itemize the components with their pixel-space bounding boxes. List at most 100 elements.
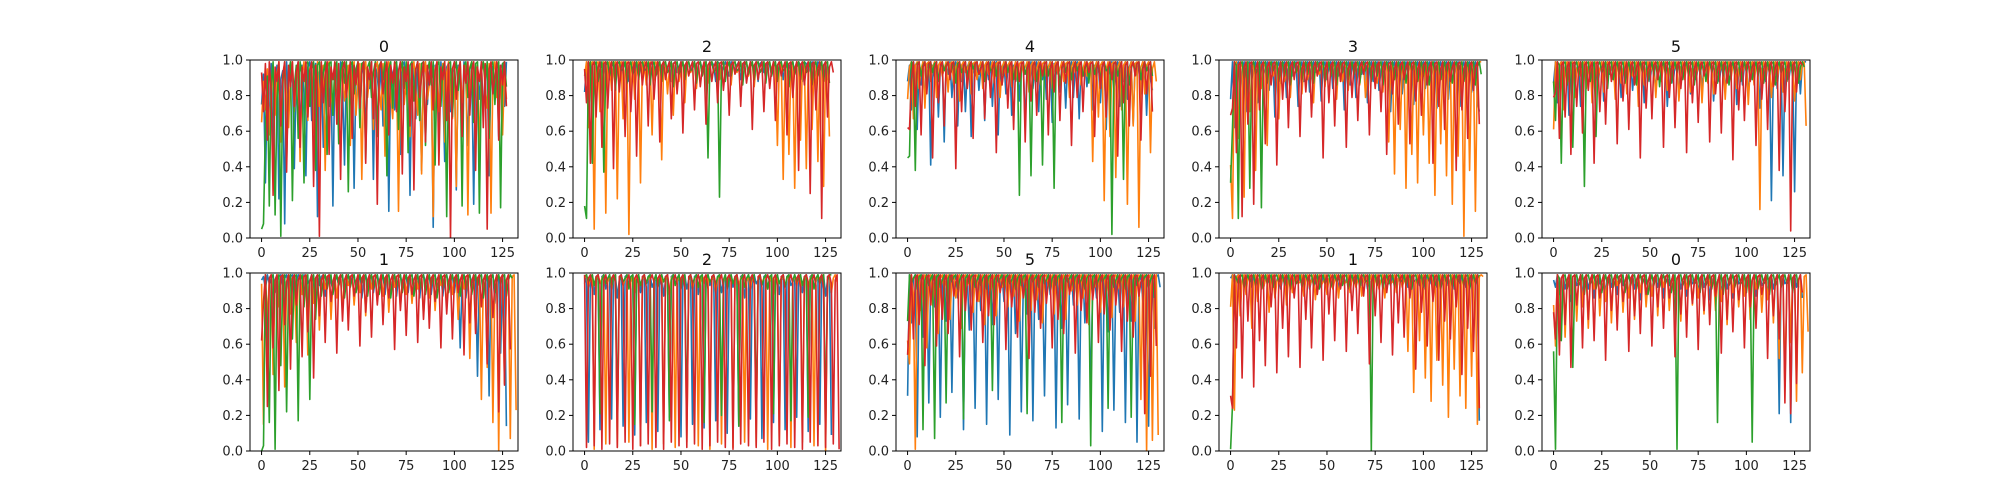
x-tick-label: 50 [350,459,367,474]
subplot-title: 2 [702,37,712,56]
series-line [907,60,1154,170]
x-tick-label: 75 [398,459,415,474]
subplot-title: 0 [379,37,389,56]
y-tick-label: 0.4 [1514,373,1535,388]
y-tick-label: 0.0 [1514,232,1535,247]
y-tick-label: 0.6 [1514,125,1535,140]
y-tick-label: 0.0 [545,232,566,247]
y-tick-label: 0.8 [1514,302,1535,317]
y-tick-label: 0.0 [545,445,566,460]
x-tick-label: 0 [903,246,911,261]
series-group [1229,60,1482,237]
subplot-9: 0 25 50 75 100 125 0.0 0.2 0.4 0.6 0.8 1.0 0 [1514,250,1811,474]
subplot-7: 0 25 50 75 100 125 0.0 0.2 0.4 0.6 0.8 1.0 5 [868,250,1165,474]
x-tick-label: 75 [721,246,738,261]
x-tick-label: 25 [947,459,964,474]
axes-frame [249,272,519,452]
y-tick-label: 1.0 [1514,54,1535,69]
subplot-title: 1 [379,250,389,269]
subplot-1: 0 25 50 75 100 125 0.0 0.2 0.4 0.6 0.8 1.0 2 [545,37,842,261]
y-tick-label: 0.0 [1191,445,1212,460]
x-tick-label: 50 [673,459,690,474]
x-tick-label: 0 [1549,246,1557,261]
x-tick-label: 125 [1459,459,1484,474]
x-tick-label: 25 [624,246,641,261]
y-tick-label: 0.6 [868,125,889,140]
x-tick-label: 100 [442,246,467,261]
subplot-4: 0 25 50 75 100 125 0.0 0.2 0.4 0.6 0.8 1.0 5 [1514,37,1811,261]
x-tick-label: 100 [1088,246,1113,261]
x-tick-label: 0 [580,246,588,261]
series-group [906,273,1161,451]
y-tick-label: 0.2 [545,409,566,424]
y-tick-label: 1.0 [1514,267,1535,282]
y-tick-label: 1.0 [868,54,889,69]
x-tick-label: 25 [1270,246,1287,261]
y-tick-label: 1.0 [222,54,243,69]
series-line [260,273,512,413]
x-tick-label: 100 [1734,246,1759,261]
y-tick-label: 0.4 [868,160,889,175]
y-tick-label: 0.8 [1191,89,1212,104]
y-tick-label: 0.2 [222,196,243,211]
y-tick-label: 0.4 [1191,160,1212,175]
y-tick-label: 0.8 [868,302,889,317]
x-tick-label: 50 [1319,459,1336,474]
y-tick-label: 0.0 [1191,232,1212,247]
x-tick-label: 0 [1226,246,1234,261]
subplot-2: 0 25 50 75 100 125 0.0 0.2 0.4 0.6 0.8 1.0 4 [868,37,1165,261]
x-tick-label: 50 [1642,246,1659,261]
x-tick-label: 25 [1593,459,1610,474]
y-tick-label: 0.0 [1514,445,1535,460]
y-tick-label: 0.8 [1191,302,1212,317]
y-tick-label: 1.0 [868,267,889,282]
y-tick-label: 0.6 [222,338,243,353]
series-group [260,60,508,238]
x-tick-label: 75 [1367,459,1384,474]
x-tick-label: 125 [813,459,838,474]
x-tick-label: 100 [765,246,790,261]
x-tick-label: 125 [490,246,515,261]
x-tick-label: 25 [624,459,641,474]
x-tick-label: 0 [257,459,265,474]
x-tick-label: 100 [1088,459,1113,474]
y-tick-label: 0.6 [545,125,566,140]
axes-frame [895,272,1165,452]
x-tick-label: 0 [580,459,588,474]
x-tick-label: 100 [1411,246,1436,261]
y-tick-label: 0.4 [545,373,566,388]
y-tick-label: 0.4 [1514,160,1535,175]
x-tick-label: 125 [1136,246,1161,261]
subplot-title: 5 [1671,37,1681,56]
series-line [583,273,840,451]
subplot-5: 0 25 50 75 100 125 0.0 0.2 0.4 0.6 0.8 1.0 1 [222,250,519,474]
x-tick-label: 125 [813,246,838,261]
subplot-0: 0 25 50 75 100 125 0.0 0.2 0.4 0.6 0.8 1.0 0 [222,37,519,261]
y-tick-label: 0.8 [222,89,243,104]
x-tick-label: 125 [490,459,515,474]
x-tick-label: 100 [1734,459,1759,474]
y-tick-label: 0.6 [222,125,243,140]
y-tick-label: 0.8 [545,89,566,104]
axes-frame [249,59,519,239]
series-line [1229,273,1481,410]
y-tick-label: 0.0 [868,232,889,247]
y-tick-label: 0.2 [545,196,566,211]
x-tick-label: 50 [1319,246,1336,261]
x-tick-label: 25 [301,246,318,261]
y-tick-label: 0.4 [1191,373,1212,388]
y-tick-label: 0.6 [1191,338,1212,353]
y-tick-label: 0.2 [1191,409,1212,424]
x-tick-label: 0 [257,246,265,261]
subplot-8: 0 25 50 75 100 125 0.0 0.2 0.4 0.6 0.8 1.0 1 [1191,250,1488,474]
series-group [906,60,1158,236]
series-line [583,60,835,220]
y-tick-label: 0.2 [868,409,889,424]
subplot-title: 0 [1671,250,1681,269]
subplot-title: 4 [1025,37,1035,56]
y-tick-label: 0.2 [1191,196,1212,211]
y-tick-label: 0.2 [1514,196,1535,211]
axes-frame [1218,272,1488,452]
x-tick-label: 0 [903,459,911,474]
